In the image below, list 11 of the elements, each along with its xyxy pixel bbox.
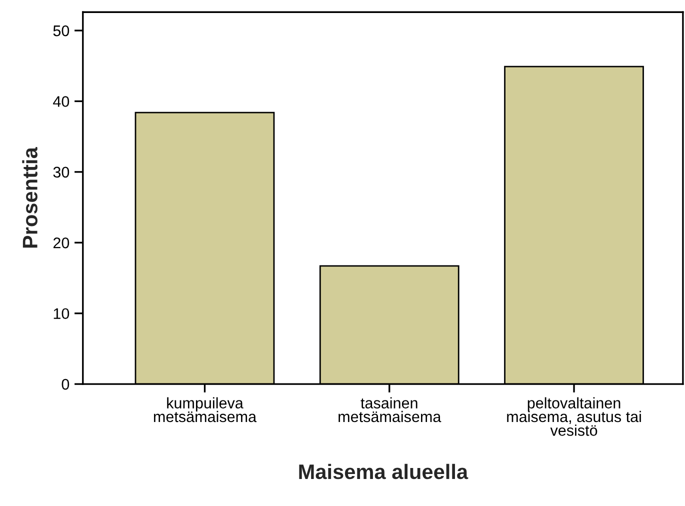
y-tick-label: 30 [53,166,70,178]
x-tick-label: kumpuileva metsämaisema [154,397,257,422]
x-tick-label: peltovaltainen maisema, asutus tai vesistö [507,397,641,436]
x-tick-label: tasainen metsämaisema [338,397,442,422]
y-axis-title: Prosenttia [22,147,38,248]
y-tick-label: 40 [53,96,70,107]
y-tick-label: 10 [54,308,70,320]
y-tick-label: 50 [53,25,70,36]
y-tick-label: 0 [62,378,70,390]
x-axis-title: Maisema alueella [299,464,468,480]
y-tick-label: 20 [53,238,70,248]
